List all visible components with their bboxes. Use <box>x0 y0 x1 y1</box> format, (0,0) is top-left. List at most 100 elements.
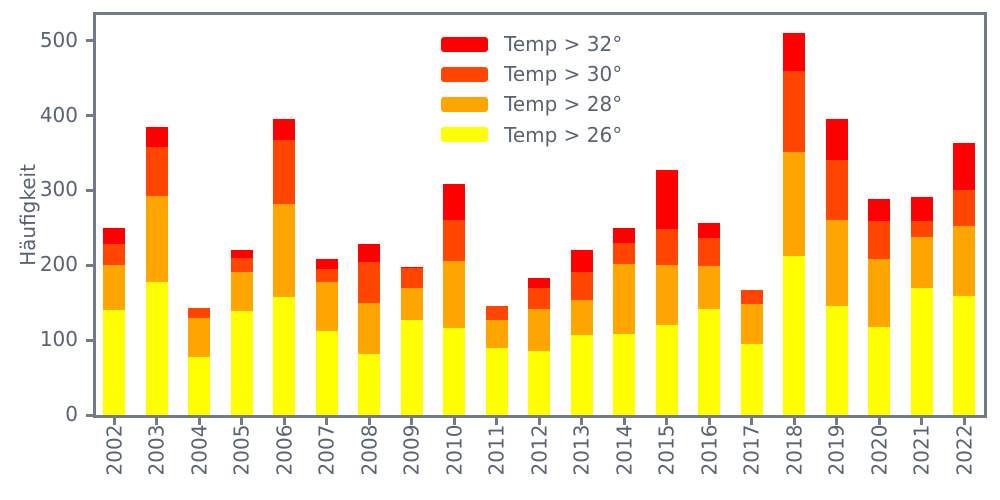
bar-segment-2010 <box>443 260 465 329</box>
bar-segment-2019 <box>825 159 848 221</box>
bar-segment-2007 <box>315 282 338 332</box>
bar-segment-2014 <box>613 227 635 243</box>
bar-segment-2002 <box>103 310 125 415</box>
bar-segment-2020 <box>868 221 890 260</box>
bar-segment-2002 <box>103 227 125 245</box>
bar-segment-2005 <box>230 249 253 258</box>
x-tick-mark <box>197 418 201 425</box>
x-tick-mark <box>410 418 413 425</box>
bar-segment-2013 <box>570 334 593 415</box>
bar-segment-2009 <box>400 268 423 289</box>
bar-segment-2005 <box>230 257 253 272</box>
bar-segment-2009 <box>400 266 423 269</box>
bar-segment-2013 <box>570 272 593 300</box>
bar-segment-2014 <box>613 334 635 415</box>
y-tick-label: 500 <box>39 27 78 52</box>
legend-swatch <box>441 96 488 112</box>
bar-segment-2013 <box>570 299 593 335</box>
bar-segment-2021 <box>910 288 933 415</box>
x-tick-mark <box>495 418 498 425</box>
bar-segment-2022 <box>953 190 975 227</box>
bar-segment-2003 <box>145 126 168 147</box>
bar-segment-2004 <box>188 307 210 319</box>
x-tick-mark <box>367 418 371 425</box>
bar-segment-2017 <box>740 304 763 344</box>
y-tick-mark <box>86 413 94 417</box>
y-tick-mark <box>86 114 94 118</box>
x-tick-mark <box>707 418 711 425</box>
bar-segment-2022 <box>953 295 975 415</box>
bar-segment-2008 <box>358 303 380 354</box>
legend-label: Temp > 26° <box>504 122 623 147</box>
bar-segment-2018 <box>783 71 805 153</box>
y-tick-label: 0 <box>65 402 78 426</box>
bar-segment-2020 <box>868 326 890 415</box>
legend-label: Temp > 28° <box>504 92 623 117</box>
bar-segment-2015 <box>655 229 678 265</box>
bar-segment-2007 <box>315 269 338 283</box>
bar-segment-2010 <box>443 220 465 261</box>
bar-segment-2006 <box>273 139 295 204</box>
legend-item: Temp > 32° <box>441 32 622 56</box>
bar-segment-2019 <box>825 220 848 307</box>
legend-label: Temp > 30° <box>504 62 623 87</box>
bar-segment-2006 <box>273 203 295 298</box>
bar-segment-2012 <box>528 350 550 415</box>
bar-segment-2010 <box>443 328 465 415</box>
legend-item: Temp > 26° <box>441 123 622 147</box>
bar-segment-2004 <box>188 357 210 415</box>
x-tick-mark <box>877 418 881 425</box>
x-tick-mark <box>537 418 541 425</box>
bar-segment-2020 <box>868 259 890 327</box>
x-tick-label-text: 2022 <box>952 424 976 476</box>
x-tick-mark <box>622 418 626 425</box>
bar-segment-2007 <box>315 258 338 269</box>
bar-segment-2018 <box>783 152 805 256</box>
y-tick-label: 100 <box>39 327 78 352</box>
bar-segment-2021 <box>910 197 933 222</box>
x-tick-mark <box>750 418 753 425</box>
x-tick-mark <box>962 418 966 425</box>
legend-item: Temp > 28° <box>441 92 622 116</box>
x-tick-mark <box>112 418 116 425</box>
bar-segment-2016 <box>698 266 720 310</box>
x-tick-mark <box>282 418 286 425</box>
y-tick-mark <box>86 338 94 342</box>
x-tick-mark <box>240 418 243 425</box>
legend-swatch <box>441 66 488 82</box>
x-tick-mark <box>325 418 328 425</box>
bar-segment-2008 <box>358 262 380 304</box>
legend-swatch <box>441 127 488 143</box>
bar-segment-2011 <box>485 306 508 320</box>
bar-segment-2012 <box>528 309 550 351</box>
bar-segment-2015 <box>655 170 678 230</box>
bar-segment-2003 <box>145 195 168 283</box>
bar-segment-2003 <box>145 282 168 415</box>
x-tick-mark <box>920 418 923 425</box>
y-tick-label: 200 <box>39 252 78 277</box>
bar-segment-2003 <box>145 147 168 196</box>
x-tick-mark <box>580 418 583 425</box>
bar-segment-2021 <box>910 221 933 237</box>
bar-segment-2009 <box>400 288 423 320</box>
bar-segment-2020 <box>868 199 890 222</box>
x-tick-mark <box>155 418 158 425</box>
bar-segment-2022 <box>953 226 975 296</box>
bar-segment-2012 <box>528 278 550 288</box>
bar-segment-2016 <box>698 309 720 415</box>
bar-segment-2002 <box>103 265 125 311</box>
bar-segment-2011 <box>485 347 508 415</box>
bar-segment-2005 <box>230 272 253 311</box>
x-tick-label: 2022 <box>924 421 1000 479</box>
bar-segment-2021 <box>910 236 933 289</box>
bar-segment-2015 <box>655 264 678 326</box>
bar-segment-2016 <box>698 237 720 267</box>
bar-segment-2014 <box>613 263 635 335</box>
legend-label: Temp > 32° <box>504 32 623 56</box>
bar-segment-2008 <box>358 243 380 263</box>
bar-segment-2007 <box>315 331 338 415</box>
bar-segment-2019 <box>825 119 848 160</box>
bar-segment-2016 <box>698 223 720 238</box>
